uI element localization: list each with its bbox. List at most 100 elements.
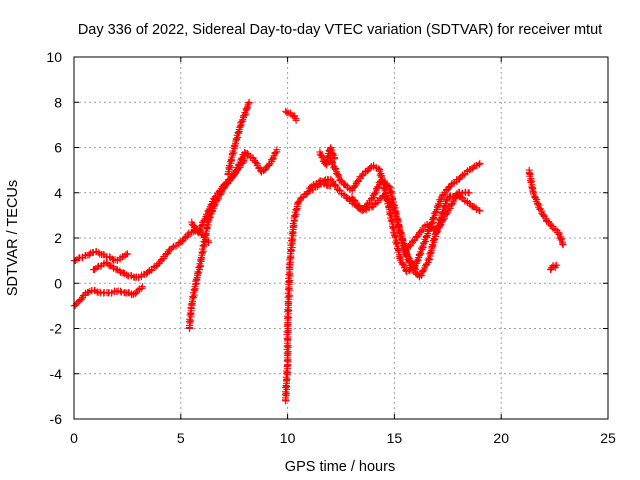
data-point: [465, 189, 473, 197]
data-point: [387, 217, 395, 225]
data-point: [200, 216, 208, 224]
x-axis-label: GPS time / hours: [285, 459, 395, 475]
data-point: [534, 199, 542, 207]
data-point: [536, 205, 544, 213]
data-point: [326, 144, 334, 152]
series-t15: [547, 261, 561, 274]
data-point: [404, 253, 412, 261]
data-point: [178, 238, 186, 246]
data-point: [309, 181, 317, 189]
series-t4: [185, 155, 249, 332]
data-point: [265, 161, 273, 169]
data-point: [399, 261, 407, 269]
data-point: [232, 135, 240, 143]
series-t1: [70, 248, 131, 265]
x-tick-label: 20: [493, 430, 509, 446]
data-point: [238, 117, 246, 125]
axis-ticks: 0 5 10 15 20 25 -6 -4 -2 0 2 4 6 8 10: [46, 49, 616, 446]
x-tick-label: 25: [600, 430, 616, 446]
data-point: [292, 205, 300, 213]
data-point: [426, 223, 434, 231]
x-tick-label: 5: [177, 430, 185, 446]
data-point: [206, 213, 214, 221]
data-point: [386, 210, 394, 218]
data-point: [252, 159, 260, 167]
data-point: [199, 242, 207, 250]
data-point: [387, 188, 395, 196]
data-point: [439, 216, 447, 224]
data-point: [551, 262, 559, 270]
data-point: [432, 207, 440, 215]
data-point: [422, 233, 430, 241]
data-point: [292, 116, 300, 124]
data-point: [390, 202, 398, 210]
data-point: [123, 250, 131, 258]
data-point: [286, 253, 294, 261]
data-point: [117, 287, 125, 295]
data-point: [402, 247, 410, 255]
data-point: [201, 231, 209, 239]
series-t9: [316, 144, 339, 169]
y-tick-label: 10: [46, 49, 62, 65]
data-point: [430, 215, 438, 223]
series-t2: [70, 283, 146, 310]
data-points: [70, 98, 567, 405]
data-point: [533, 200, 541, 208]
data-point: [193, 275, 201, 283]
data-point: [415, 229, 423, 237]
data-point: [84, 288, 92, 296]
data-point: [156, 257, 164, 265]
data-point: [320, 177, 328, 185]
series-t5: [188, 146, 281, 237]
data-point: [71, 301, 79, 309]
data-point: [360, 205, 368, 213]
x-tick-label: 15: [387, 430, 403, 446]
data-point: [287, 241, 295, 249]
data-point: [273, 146, 281, 154]
data-point: [553, 261, 561, 269]
data-point: [122, 251, 130, 259]
data-point: [362, 201, 370, 209]
y-tick-label: 2: [54, 230, 62, 246]
data-point: [414, 232, 422, 240]
data-point: [138, 284, 146, 292]
y-tick-label: 0: [54, 275, 62, 291]
data-point: [290, 113, 298, 121]
data-point: [423, 260, 431, 268]
chart-title: Day 336 of 2022, Sidereal Day-to-day VTE…: [78, 22, 602, 38]
data-point: [198, 221, 206, 229]
data-point: [353, 178, 361, 186]
y-axis-label: SDTVAR / TECUs: [5, 180, 21, 296]
y-tick-label: -6: [50, 411, 63, 427]
data-point: [450, 195, 458, 203]
data-point: [558, 240, 566, 248]
series-t14: [525, 166, 567, 249]
grid-lines: [74, 57, 608, 419]
series-t3: [89, 225, 213, 281]
data-point: [175, 239, 183, 247]
y-tick-label: -2: [50, 321, 63, 337]
x-tick-label: 10: [280, 430, 296, 446]
data-point: [476, 207, 484, 215]
data-point: [327, 157, 335, 165]
data-point: [420, 239, 428, 247]
data-point: [291, 212, 299, 220]
data-point: [391, 209, 399, 217]
data-point: [531, 194, 539, 202]
series-t6: [224, 98, 253, 179]
data-point: [411, 264, 419, 272]
data-point: [184, 231, 192, 239]
data-point: [558, 235, 566, 243]
y-tick-label: 8: [54, 94, 62, 110]
data-point: [476, 159, 484, 167]
y-tick-label: 6: [54, 140, 62, 156]
data-point: [117, 268, 125, 276]
data-point: [78, 295, 86, 303]
data-point: [169, 243, 177, 251]
data-point: [385, 183, 393, 191]
data-point: [94, 263, 102, 271]
data-point: [128, 291, 136, 299]
series-t13: [401, 188, 473, 256]
data-point: [190, 286, 198, 294]
